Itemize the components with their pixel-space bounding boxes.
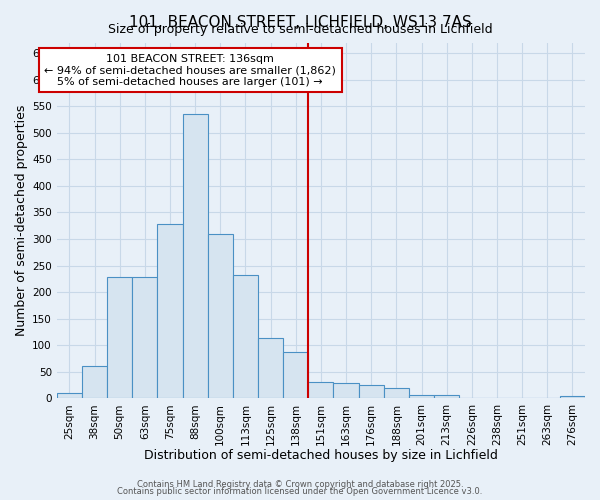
Bar [409,394,434,398]
Bar [283,352,308,399]
Title: 101, BEACON STREET, LICHFIELD, WS13 7AS
Size of property relative to semi-detach: 101, BEACON STREET, LICHFIELD, WS13 7AS … [0,499,1,500]
Bar [132,278,157,398]
Bar [82,366,107,398]
Text: 101 BEACON STREET: 136sqm
← 94% of semi-detached houses are smaller (1,862)
5% o: 101 BEACON STREET: 136sqm ← 94% of semi-… [44,54,336,86]
Bar [233,275,258,398]
Bar [560,396,585,398]
Text: Contains HM Land Registry data © Crown copyright and database right 2025.: Contains HM Land Registry data © Crown c… [137,480,463,489]
Bar [258,338,283,398]
Bar [434,394,459,398]
Bar [359,385,384,398]
Text: Size of property relative to semi-detached houses in Lichfield: Size of property relative to semi-detach… [107,22,493,36]
Bar [308,382,334,398]
Bar [208,234,233,398]
X-axis label: Distribution of semi-detached houses by size in Lichfield: Distribution of semi-detached houses by … [144,450,498,462]
Text: 101, BEACON STREET, LICHFIELD, WS13 7AS: 101, BEACON STREET, LICHFIELD, WS13 7AS [128,15,472,30]
Text: Contains public sector information licensed under the Open Government Licence v3: Contains public sector information licen… [118,487,482,496]
Bar [384,388,409,398]
Bar [107,278,132,398]
Bar [334,384,359,398]
Y-axis label: Number of semi-detached properties: Number of semi-detached properties [15,104,28,336]
Bar [157,224,182,398]
Bar [182,114,208,399]
Bar [57,393,82,398]
